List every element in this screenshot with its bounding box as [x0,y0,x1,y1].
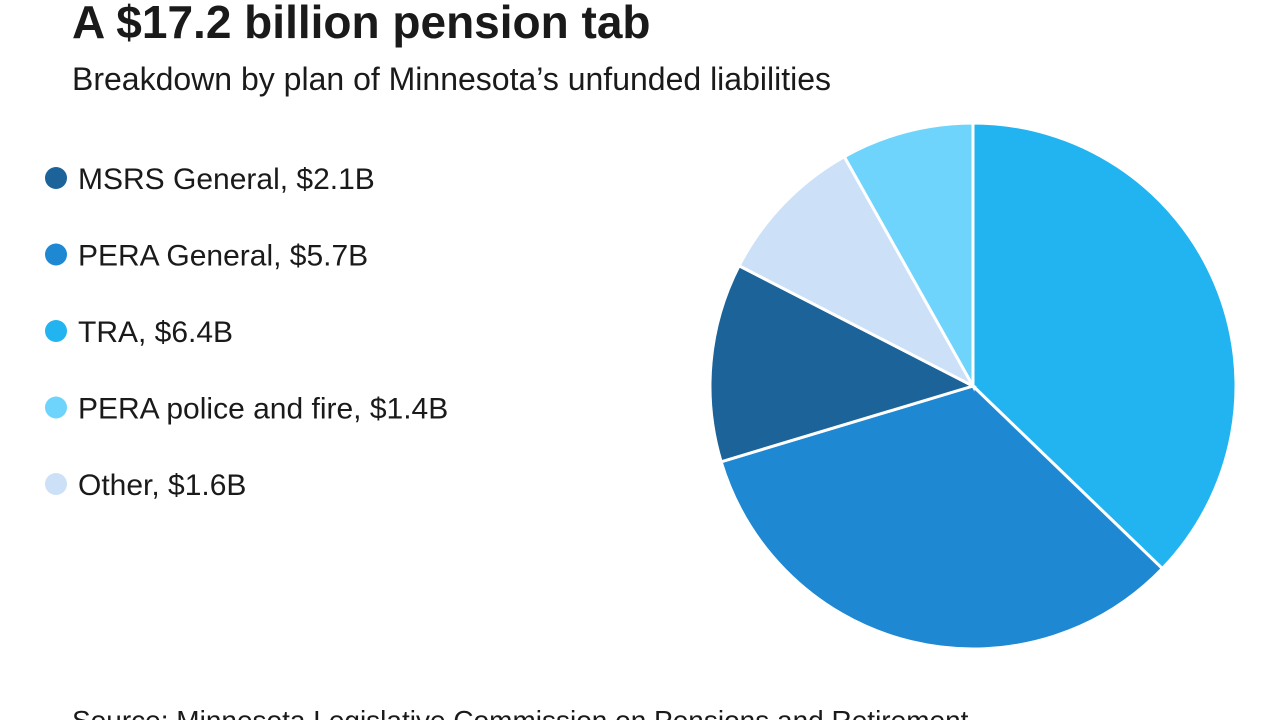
pie-slice [842,121,975,392]
legend-label: PERA police and fire, $1.4B [78,393,448,426]
legend-label: TRA, $6.4B [78,316,233,349]
legend-swatch [45,243,67,266]
legend-label: Other, $1.6B [78,469,246,502]
pie-slice [737,154,977,390]
legend-swatch [45,396,67,419]
chart-title: A $17.2 billion pension tab [72,0,651,48]
pie-slice [708,263,977,464]
legend-swatch [45,320,67,342]
legend-label: MSRS General, $2.1B [78,163,375,196]
chart-subtitle: Breakdown by plan of Minnesota’s unfunde… [72,61,831,97]
legend-swatch [45,167,67,189]
pie-slice [971,121,1238,571]
pie-slice [719,384,1165,651]
legend-label: PERA General, $5.7B [78,240,368,273]
legend-swatch [45,473,67,495]
source-note: Source: Minnesota Legislative Commission… [72,705,969,720]
